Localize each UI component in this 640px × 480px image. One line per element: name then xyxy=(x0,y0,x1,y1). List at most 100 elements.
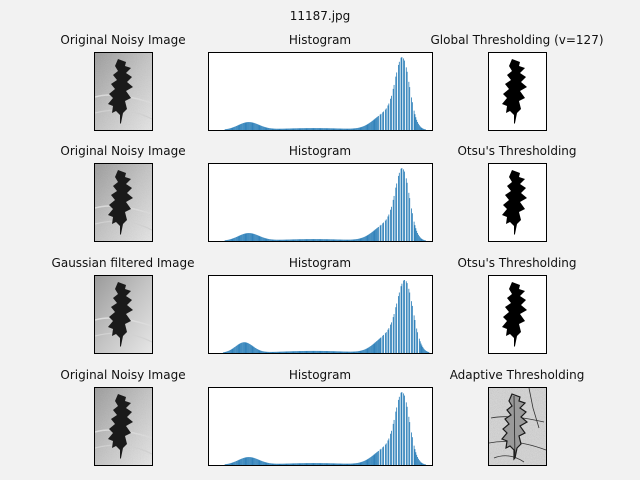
histogram-bar xyxy=(376,228,378,241)
histogram-bar xyxy=(236,236,237,241)
histogram-bar xyxy=(377,116,378,130)
histogram-bar xyxy=(303,239,304,241)
histogram-bar xyxy=(371,456,372,465)
histogram-bar xyxy=(411,432,412,465)
histogram-bar xyxy=(404,280,405,353)
histogram-bar xyxy=(229,349,231,353)
histogram-bar xyxy=(420,238,422,241)
histogram-bar xyxy=(375,453,377,465)
histogram-bar xyxy=(324,463,326,465)
histogram-bar xyxy=(240,459,242,465)
histogram-bar xyxy=(243,342,245,353)
histogram-bar xyxy=(230,462,232,465)
histogram-bar xyxy=(269,351,271,353)
histogram-bar xyxy=(411,102,413,130)
histogram-bar xyxy=(395,411,397,465)
histogram-bar xyxy=(254,123,256,130)
histogram-bar xyxy=(334,463,336,465)
histogram-bar xyxy=(384,220,386,241)
histogram-bar xyxy=(374,229,376,241)
row4-right-title: Adaptive Thresholding xyxy=(449,368,585,382)
histogram-bar xyxy=(230,238,232,241)
histogram-bar xyxy=(301,351,303,353)
histogram-bar xyxy=(368,234,370,241)
histogram-bar xyxy=(237,125,239,130)
histogram-bar xyxy=(342,351,344,353)
histogram-bar xyxy=(338,463,340,465)
histogram-bar xyxy=(283,351,284,353)
figure-title: 11187.jpg xyxy=(289,9,351,23)
histogram-bar xyxy=(353,239,355,241)
histogram-bar xyxy=(357,127,358,130)
histogram-bar xyxy=(310,463,311,465)
histogram-bar xyxy=(279,351,281,353)
histogram-bar xyxy=(342,463,344,465)
histogram-bar xyxy=(246,457,248,465)
histogram-bar xyxy=(242,342,243,353)
histogram-bar xyxy=(316,239,317,241)
histogram-bar xyxy=(362,126,364,130)
histogram-bar xyxy=(329,128,330,130)
histogram-bar xyxy=(292,351,294,353)
histogram-bar xyxy=(242,342,244,353)
histogram-bar xyxy=(367,458,369,465)
histogram-bar xyxy=(242,123,244,130)
histogram-bar xyxy=(231,462,233,465)
row2-threshold-image xyxy=(488,163,547,242)
histogram-bar xyxy=(325,463,327,465)
histogram-bar xyxy=(339,463,341,465)
histogram-bar xyxy=(266,127,268,130)
histogram-bar xyxy=(293,463,295,465)
histogram-bar xyxy=(233,347,235,353)
histogram-bar xyxy=(278,239,280,241)
histogram-bar xyxy=(234,347,236,353)
histogram-bar xyxy=(363,349,364,353)
histogram-bar xyxy=(418,460,420,465)
histogram-bar xyxy=(295,463,297,465)
histogram-bar xyxy=(347,351,349,353)
histogram-bar xyxy=(313,463,315,465)
histogram-bar xyxy=(418,123,419,130)
histogram-bar xyxy=(373,119,375,130)
row4-histogram xyxy=(208,387,433,466)
histogram-bar xyxy=(370,122,371,130)
histogram-bar xyxy=(243,233,245,241)
histogram-bar xyxy=(258,235,260,241)
histogram-bar xyxy=(360,127,362,130)
histogram-bar xyxy=(396,72,398,130)
histogram-bar xyxy=(367,123,369,130)
histogram-bar xyxy=(413,315,415,353)
histogram-bar xyxy=(239,124,241,130)
row4-mid-title: Histogram xyxy=(288,368,352,382)
histogram-bar xyxy=(388,328,390,353)
histogram-bar xyxy=(376,341,378,353)
histogram-bar xyxy=(320,239,322,241)
histogram-bar xyxy=(311,350,313,353)
histogram-bar xyxy=(425,350,426,353)
histogram-bar xyxy=(229,463,231,465)
histogram-bar xyxy=(321,350,323,353)
histogram-bar xyxy=(411,213,413,241)
histogram-bar xyxy=(296,463,298,465)
histogram-bar xyxy=(366,459,368,465)
histogram-bar xyxy=(338,351,340,353)
histogram-bar xyxy=(416,119,418,130)
histogram-bar xyxy=(380,448,382,465)
histogram-bar xyxy=(268,238,270,241)
histogram-bar xyxy=(387,329,389,353)
histogram-bar xyxy=(303,463,305,465)
histogram-bar xyxy=(231,127,233,130)
histogram-bar xyxy=(398,61,400,130)
histogram-bar xyxy=(290,128,291,130)
histogram-bar xyxy=(358,127,360,130)
histogram-bar xyxy=(244,233,246,241)
histogram-bar xyxy=(287,351,289,353)
histogram-bar xyxy=(374,118,376,130)
histogram-bar xyxy=(359,127,361,130)
histogram-bar xyxy=(349,351,351,353)
histogram-bar xyxy=(371,344,373,353)
histogram-bar xyxy=(277,463,279,465)
histogram-bar xyxy=(346,463,348,465)
histogram-bar xyxy=(408,288,410,353)
histogram-bar xyxy=(257,349,259,353)
